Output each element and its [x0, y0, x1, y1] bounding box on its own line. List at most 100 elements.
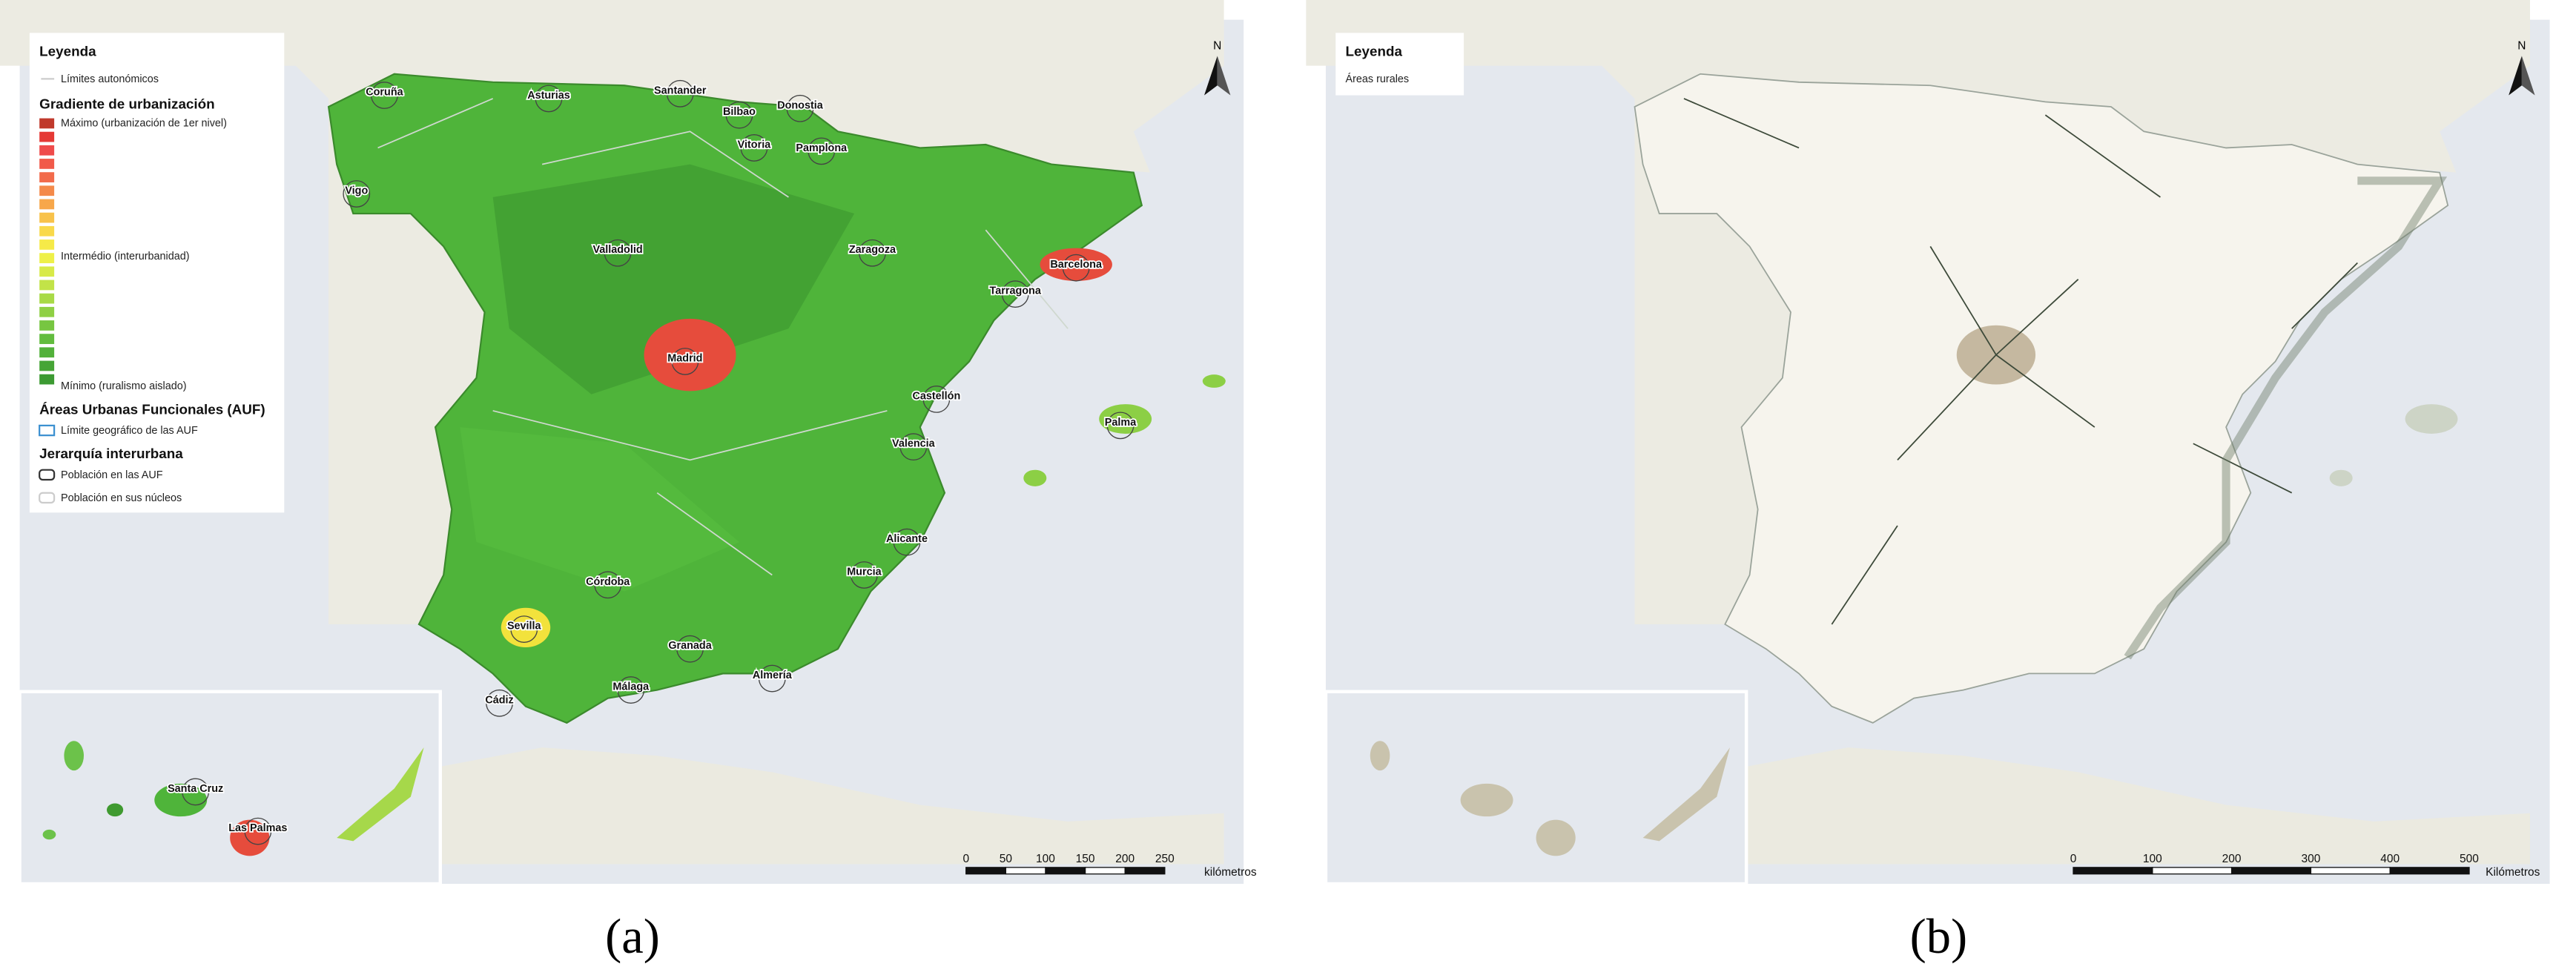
ramp-swatch — [39, 306, 55, 317]
city-label: Madrid — [667, 352, 702, 364]
city-marker — [893, 528, 921, 556]
city-marker — [671, 348, 699, 375]
urbanization-ramp — [39, 118, 55, 385]
urban-area — [1040, 248, 1112, 281]
legend-box — [1335, 33, 1464, 96]
scale-label: 0 — [2070, 853, 2077, 865]
north-label: N — [1213, 40, 1221, 53]
city-label: Valladolid — [592, 244, 642, 256]
rural-patch — [492, 164, 855, 394]
city-marker — [808, 137, 836, 165]
region-boundary — [377, 98, 1069, 576]
city-label: Asturias — [527, 90, 570, 102]
city-marker — [676, 635, 704, 663]
city-label: Granada — [668, 640, 712, 652]
island — [107, 803, 124, 817]
island — [1370, 741, 1390, 771]
scale-bar: 0 50 100 150 200 250 kilómetros — [962, 853, 1256, 879]
city-marker — [786, 94, 814, 122]
rural-patch — [460, 427, 740, 592]
city-label: Almería — [753, 670, 793, 681]
scale-segment — [1124, 867, 1166, 875]
scale-segment — [1084, 867, 1126, 875]
legend-item: Máximo (urbanización de 1er nivel) — [61, 118, 227, 130]
island — [230, 819, 270, 856]
island — [1023, 469, 1047, 486]
legend-heading: Gradiente de urbanización — [39, 96, 214, 111]
city-label: Pamplona — [796, 142, 848, 154]
network — [1683, 98, 2358, 625]
city-label: Coruña — [366, 87, 403, 99]
ramp-swatch — [39, 118, 55, 129]
city-label: Barcelona — [1050, 259, 1103, 271]
city-label: Tarragona — [990, 285, 1042, 297]
city-marker — [859, 239, 886, 267]
island — [1099, 404, 1152, 434]
legend-item: Límites autonómicos — [61, 73, 159, 85]
city-label: Zaragoza — [849, 244, 896, 256]
scale-label: 200 — [2222, 853, 2242, 865]
city-marker — [535, 85, 563, 113]
scale-label: 0 — [962, 853, 969, 865]
scale-segment — [2310, 867, 2391, 875]
scale-label: 400 — [2380, 853, 2400, 865]
city-marker — [594, 571, 622, 599]
city-marker — [725, 101, 753, 129]
city-marker — [1106, 412, 1135, 440]
legend-item: Áreas rurales — [1346, 73, 1410, 85]
legend-item: Límite geográfico de las AUF — [61, 425, 198, 437]
island — [1460, 783, 1513, 817]
city-marker — [617, 676, 645, 704]
city-marker — [182, 778, 210, 806]
ramp-swatch — [39, 159, 55, 169]
urban-area — [644, 318, 736, 391]
scale-label: 150 — [1076, 853, 1095, 865]
ramp-swatch — [39, 280, 55, 291]
ramp-swatch — [39, 239, 55, 250]
island — [2329, 469, 2353, 486]
legend-heading: Áreas Urbanas Funcionales (AUF) — [39, 401, 265, 417]
legend-heading: Jerarquía interurbana — [39, 446, 183, 461]
scale-unit: kilómetros — [1204, 866, 1257, 879]
city-label: Donostia — [777, 99, 824, 111]
city-label: Vigo — [345, 185, 368, 196]
inset-canarias — [18, 690, 442, 886]
legend-item: Población en las AUF — [61, 469, 163, 481]
city-label: Valencia — [892, 438, 936, 450]
city-marker — [850, 561, 878, 589]
ramp-swatch — [39, 266, 55, 277]
scale-label: 300 — [2301, 853, 2320, 865]
panel-b: Leyenda Áreas rurales N 0 100 200 300 400 500… — [1306, 0, 2550, 886]
city-label: Alicante — [886, 533, 928, 545]
scale-label: 200 — [1115, 853, 1135, 865]
city-marker — [604, 239, 632, 267]
scale-label: 250 — [1155, 853, 1175, 865]
scale-segment — [1005, 867, 1046, 875]
inset-canarias — [1324, 690, 1748, 886]
ramp-swatch — [39, 172, 55, 182]
city-marker — [899, 433, 928, 461]
city-label: Las Palmas — [228, 822, 287, 834]
city-marker — [922, 386, 951, 413]
city-marker — [343, 180, 371, 208]
scale-label: 100 — [1036, 853, 1055, 865]
city-marker — [666, 79, 694, 108]
city-marker — [371, 82, 398, 109]
ramp-swatch — [39, 253, 55, 263]
city-label: Málaga — [612, 681, 650, 693]
ramp-swatch — [39, 347, 55, 358]
city-label: Bilbao — [723, 106, 756, 118]
island — [337, 747, 424, 842]
city-marker — [758, 664, 786, 693]
city-label: Castellón — [912, 390, 960, 402]
city-marker — [1001, 280, 1029, 308]
ramp-swatch — [39, 320, 55, 331]
ramp-swatch — [39, 145, 55, 156]
city-label: Cádiz — [485, 694, 513, 706]
city-marker — [740, 134, 768, 162]
caption: (b) — [1910, 910, 1968, 964]
ramp-swatch — [39, 185, 55, 196]
city-label: Santa Cruz — [168, 783, 223, 795]
city-label: Santander — [654, 85, 707, 96]
scale-segment — [2073, 867, 2153, 875]
